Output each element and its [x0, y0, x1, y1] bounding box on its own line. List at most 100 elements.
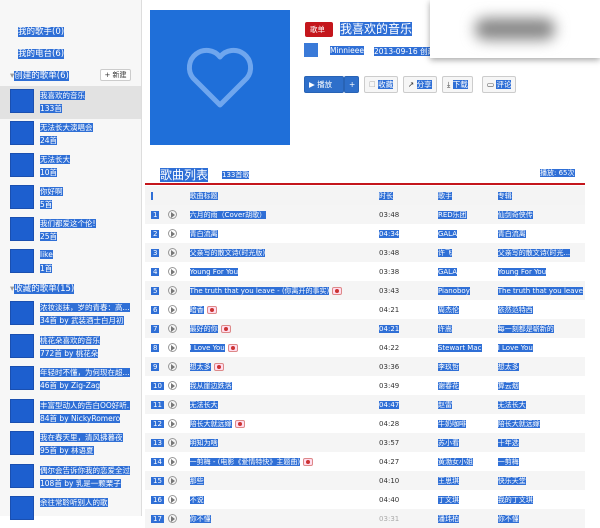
play-icon[interactable]	[167, 286, 177, 295]
playlist-item[interactable]: 无法长大 10首	[0, 150, 141, 183]
play-icon[interactable]	[167, 381, 177, 390]
song-title[interactable]: The truth that you leave - (你离开的事实)	[189, 286, 330, 295]
table-row[interactable]: 3 父亲写的散文诗(时光版) 03:48 许飞 父亲写的散文诗(时光...	[145, 243, 585, 262]
song-artist[interactable]: 牛奶咖啡	[437, 419, 466, 428]
song-album[interactable]: I Love You	[497, 343, 533, 352]
table-row[interactable]: 14 一剪梅 - (电影《爱情特快》主题曲) 04:27 黄渤女小姐 一剪梅	[145, 452, 585, 471]
play-icon[interactable]	[167, 267, 177, 276]
song-artist[interactable]: RED乐团	[437, 210, 467, 219]
song-album[interactable]: Young For You	[497, 267, 547, 276]
song-artist[interactable]: 丁文琪	[437, 495, 459, 504]
song-title[interactable]: 无法长大	[189, 400, 218, 409]
table-row[interactable]: 17 你不懂 03:31 潘玮柏 你不懂	[145, 509, 585, 528]
download-button[interactable]: ⤓ 下载	[442, 76, 473, 93]
table-row[interactable]: 8 I Love You 04:22 Stewart Mac I Love You	[145, 338, 585, 357]
song-artist[interactable]: 赵雷	[437, 400, 452, 409]
song-title[interactable]: 暗香	[189, 305, 204, 314]
play-icon[interactable]	[167, 210, 177, 219]
play-icon[interactable]	[167, 324, 177, 333]
song-album[interactable]: 仙剑奇侠传	[497, 210, 533, 219]
song-title[interactable]: 不说	[189, 495, 204, 504]
my-radio-link[interactable]: 我的电台(6)	[18, 47, 65, 59]
table-row[interactable]: 9 想太多 03:36 李玖哲 想太多	[145, 357, 585, 376]
table-row[interactable]: 15 那些 04:10 王思琪 快乐天堂	[145, 471, 585, 490]
song-album[interactable]: 一剪梅	[497, 457, 519, 466]
playlist-item[interactable]: 无法长大演唱会 24首	[0, 118, 141, 151]
share-button[interactable]: ↗ 分享	[403, 76, 437, 93]
song-album[interactable]: The truth that you leave	[497, 286, 583, 295]
song-album[interactable]: 父亲写的散文诗(时光...	[497, 248, 571, 257]
play-icon[interactable]	[167, 457, 177, 466]
table-row[interactable]: 1 六月的雨（Cover胡歌） 03:48 RED乐团 仙剑奇侠传	[145, 205, 585, 224]
playlist-item[interactable]: 桃花朵喜欢的音乐 772首 by 桃花朵	[0, 331, 141, 364]
table-row[interactable]: 7 最好的你 04:21 许嵩 每一刻都是崭新的	[145, 319, 585, 338]
song-album[interactable]: 想太多	[497, 362, 519, 371]
song-artist[interactable]: 周杰伦	[437, 305, 459, 314]
table-row[interactable]: 12 陪长大就远嫁 04:28 牛奶咖啡 陪长大就远嫁	[145, 414, 585, 433]
mv-icon[interactable]	[220, 324, 231, 333]
playlist-item[interactable]: 余往常聆听别人的歌	[0, 493, 141, 526]
song-title[interactable]: 我从崖边跌落	[189, 381, 232, 390]
table-row[interactable]: 5 The truth that you leave - (你离开的事实) 03:4…	[145, 281, 585, 300]
play-icon[interactable]	[167, 248, 177, 257]
playlist-item[interactable]: 我们都爱这个伦! 25首	[0, 214, 141, 247]
song-album[interactable]: 十年选	[497, 438, 519, 447]
mv-icon[interactable]	[332, 286, 343, 295]
mv-icon[interactable]	[213, 362, 224, 371]
playlist-item[interactable]: 你好啊 5首	[0, 182, 141, 215]
song-title[interactable]: 陪长大就远嫁	[189, 419, 232, 428]
song-album[interactable]: 依然范特西	[497, 305, 533, 314]
my-singers-link[interactable]: 我的歌手(0)	[18, 25, 65, 37]
playlist-item[interactable]: 偶尔会告诉你我的恋爱全过程 108首 by 乳是一颗栗子	[0, 461, 141, 494]
collect-button[interactable]: ☐ 收藏	[364, 76, 399, 93]
add-to-queue-button[interactable]: +	[344, 76, 359, 93]
play-icon[interactable]	[167, 419, 177, 428]
song-title[interactable]: 明知为啥	[189, 438, 218, 447]
play-icon[interactable]	[167, 229, 177, 238]
play-icon[interactable]	[167, 362, 177, 371]
table-row[interactable]: 4 Young For You 03:38 GALA Young For You	[145, 262, 585, 281]
play-button[interactable]: ▶ 播放	[304, 76, 344, 93]
created-playlists-header[interactable]: ▾创建的歌单(6)	[10, 69, 69, 81]
col-album[interactable]: 专辑	[497, 191, 512, 200]
song-album[interactable]: 算云烟	[497, 381, 519, 390]
table-row[interactable]: 6 暗香 04:21 周杰伦 依然范特西	[145, 300, 585, 319]
song-artist[interactable]: 许飞	[437, 248, 452, 257]
song-title[interactable]: I Love You	[189, 343, 225, 352]
song-artist[interactable]: 黄渤女小姐	[437, 457, 473, 466]
song-title[interactable]: 青白流离	[189, 229, 218, 238]
song-artist[interactable]: 李玖哲	[437, 362, 459, 371]
play-icon[interactable]	[167, 305, 177, 314]
col-title[interactable]: 歌曲标题	[189, 191, 218, 200]
playlist-item[interactable]: 年轻时不懂，为何现在超... 46首 by Zig-Zag	[0, 363, 141, 396]
song-artist[interactable]: GALA	[437, 267, 458, 276]
avatar[interactable]	[304, 43, 318, 57]
song-title[interactable]: 最好的你	[189, 324, 218, 333]
mv-icon[interactable]	[234, 419, 245, 428]
song-title[interactable]: 父亲写的散文诗(时光版)	[189, 248, 266, 257]
playlist-item[interactable]: 浓妆淡抹，岁的青春：高... 34首 by 武装酒士白月初	[0, 298, 141, 331]
table-row[interactable]: 16 不说 04:40 丁文琪 我的丁文琪	[145, 490, 585, 509]
song-album[interactable]: 青白流离	[497, 229, 526, 238]
playlist-item[interactable]: 我在春天里，清风拂暮夜 95首 by 林语夏	[0, 428, 141, 461]
song-artist[interactable]: Stewart Mac	[437, 343, 482, 352]
song-album[interactable]: 我的丁文琪	[497, 495, 533, 504]
song-artist[interactable]: 谢春花	[437, 381, 459, 390]
play-icon[interactable]	[167, 343, 177, 352]
new-playlist-button[interactable]: + 新建	[100, 69, 131, 81]
song-album[interactable]: 无法长大	[497, 400, 526, 409]
col-artist[interactable]: 歌手	[437, 191, 452, 200]
playlist-item[interactable]: 我喜欢的音乐 133首	[0, 86, 141, 119]
playlist-item[interactable]: 丰富型动人的告白OO好听... 84首 by NickyRomero	[0, 396, 141, 429]
song-album[interactable]: 每一刻都是崭新的	[497, 324, 554, 333]
comment-button[interactable]: ▭ 评论	[482, 76, 517, 93]
song-title[interactable]: Young For You	[189, 267, 239, 276]
table-row[interactable]: 2 青白流离 04:34 GALA 青白流离	[145, 224, 585, 243]
song-album[interactable]: 快乐天堂	[497, 476, 526, 485]
collected-playlists-header[interactable]: ▾收藏的歌单(15)	[10, 282, 75, 294]
play-icon[interactable]	[167, 438, 177, 447]
song-artist[interactable]: Pianoboy	[437, 286, 470, 295]
song-title[interactable]: 想太多	[189, 362, 211, 371]
song-artist[interactable]: GALA	[437, 229, 458, 238]
owner-link[interactable]: Minnieee	[330, 46, 364, 55]
